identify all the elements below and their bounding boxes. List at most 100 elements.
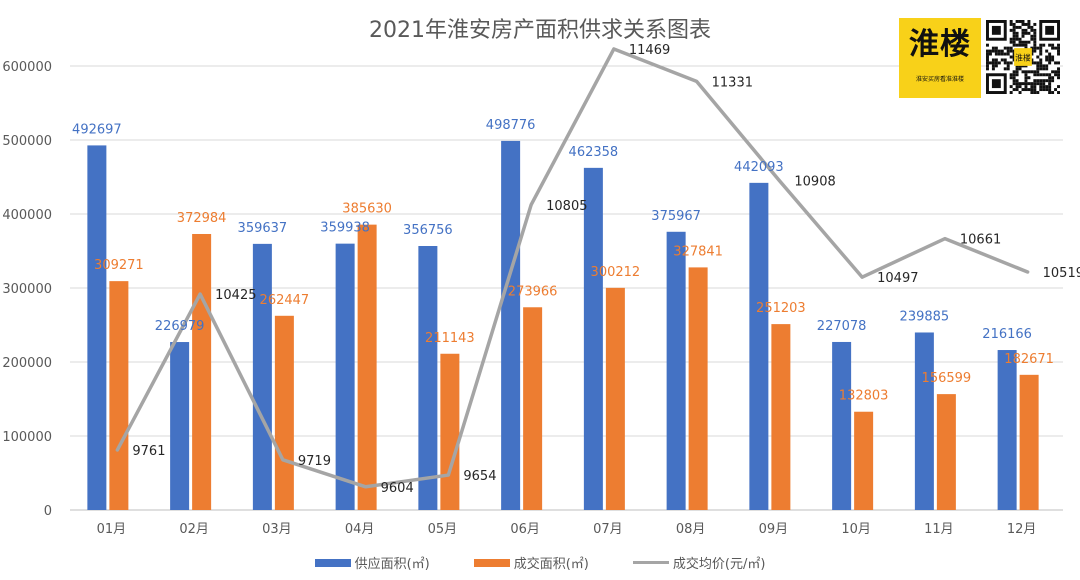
y-tick-label: 200000 <box>2 356 52 371</box>
legend-label-deal: 成交面积(㎡) <box>513 557 589 572</box>
data-label-deal: 211143 <box>425 331 475 346</box>
point-price <box>1026 270 1030 274</box>
data-label-supply: 239885 <box>900 309 950 324</box>
data-label-supply: 492697 <box>72 122 122 137</box>
data-label-deal: 327841 <box>673 244 723 259</box>
data-label-price: 9761 <box>132 444 165 459</box>
data-label-price: 10908 <box>794 175 835 190</box>
x-tick-label: 08月 <box>676 522 706 537</box>
y-tick-label: 400000 <box>2 208 52 223</box>
bar-supply <box>170 342 190 510</box>
legend-item-price: 成交均价(元/㎡) <box>632 553 766 572</box>
bar-supply <box>914 332 934 510</box>
data-label-supply: 227078 <box>817 319 867 334</box>
data-label-deal: 156599 <box>922 371 972 386</box>
bar-deal <box>771 324 791 510</box>
y-tick-label: 500000 <box>2 134 52 149</box>
x-tick-label: 09月 <box>759 522 789 537</box>
data-label-supply: 226979 <box>155 319 205 334</box>
point-price <box>281 458 285 462</box>
legend-item-supply: 供应面积(㎡) <box>314 553 430 572</box>
logo-subtext: 淮安买房看准淮楼 <box>915 76 964 83</box>
legend: 供应面积(㎡) 成交面积(㎡) 成交均价(元/㎡) <box>0 553 1080 572</box>
data-label-deal: 309271 <box>94 258 144 273</box>
data-label-supply: 356756 <box>403 223 453 238</box>
x-tick-label: 05月 <box>428 522 458 537</box>
data-label-price: 10661 <box>960 233 1001 248</box>
x-tick-label: 10月 <box>841 522 871 537</box>
bar-deal <box>357 224 377 511</box>
point-price <box>115 448 119 452</box>
bar-supply <box>997 350 1017 510</box>
bar-deal <box>688 267 708 510</box>
data-label-price: 9604 <box>381 481 414 496</box>
point-price <box>943 237 947 241</box>
point-price <box>612 47 616 51</box>
chart-title: 2021年淮安房产面积供求关系图表 <box>369 18 711 43</box>
data-label-price: 9654 <box>463 469 496 484</box>
legend-item-deal: 成交面积(㎡) <box>473 553 589 572</box>
x-tick-label: 03月 <box>262 522 292 537</box>
qr-code: 淮楼 <box>986 20 1060 94</box>
data-label-deal: 182671 <box>1004 352 1054 367</box>
legend-swatch-supply <box>314 558 351 567</box>
data-label-price: 11331 <box>712 75 753 90</box>
bar-deal <box>605 287 625 510</box>
x-tick-label: 07月 <box>593 522 623 537</box>
data-label-price: 9719 <box>298 454 331 469</box>
data-label-deal: 300212 <box>591 265 641 280</box>
bar-supply <box>335 243 355 510</box>
bar-deal <box>274 315 294 510</box>
brand-logo: 淮楼 淮安买房看准淮楼 <box>899 18 981 98</box>
point-price <box>364 485 368 489</box>
bar-deal <box>1019 374 1039 510</box>
logo-text: 淮楼 <box>909 27 971 62</box>
x-tick-label: 12月 <box>1007 522 1037 537</box>
data-label-deal: 251203 <box>756 301 806 316</box>
data-label-supply: 442093 <box>734 160 784 175</box>
bar-supply <box>418 246 438 511</box>
data-label-supply: 359637 <box>238 221 288 236</box>
legend-label-price: 成交均价(元/㎡) <box>672 557 766 572</box>
data-label-price: 10497 <box>877 271 918 286</box>
data-label-supply: 216166 <box>982 327 1032 342</box>
qr-badge: 淮楼 <box>1015 52 1031 62</box>
bar-supply <box>666 231 686 510</box>
bar-supply <box>832 341 852 510</box>
bar-supply <box>749 182 769 510</box>
data-label-supply: 359938 <box>320 221 370 236</box>
bar-deal <box>109 281 129 510</box>
price-line <box>115 47 1030 489</box>
data-labels: 492697 309271 226979 372984 359637 262447 3599… <box>72 43 1080 496</box>
data-label-price: 10519 <box>1043 266 1080 281</box>
legend-swatch-price <box>632 561 669 564</box>
bar-deal <box>523 307 543 510</box>
data-label-deal: 385630 <box>342 202 392 217</box>
data-label-deal: 262447 <box>260 293 310 308</box>
y-tick-label: 600000 <box>2 60 52 75</box>
legend-label-supply: 供应面积(㎡) <box>354 557 430 572</box>
x-tick-label: 01月 <box>97 522 127 537</box>
legend-swatch-deal <box>473 558 510 567</box>
point-price <box>446 473 450 477</box>
y-tick-label: 100000 <box>2 430 52 445</box>
series-line-price <box>115 47 1030 489</box>
bar-deal <box>440 353 460 510</box>
point-price <box>777 179 781 183</box>
bar-supply <box>87 145 107 510</box>
data-label-supply: 498776 <box>486 118 536 133</box>
x-tick-label: 02月 <box>179 522 209 537</box>
bar-supply <box>583 167 603 510</box>
point-price <box>198 292 202 296</box>
data-label-price: 11469 <box>629 43 670 58</box>
bar-supply <box>501 140 521 510</box>
bar-deal <box>936 394 956 510</box>
bar-supply <box>252 243 272 510</box>
y-tick-label: 0 <box>44 504 52 519</box>
data-label-price: 10425 <box>215 288 256 303</box>
point-price <box>860 275 864 279</box>
x-tick-label: 11月 <box>924 522 954 537</box>
data-label-deal: 273966 <box>508 284 558 299</box>
data-label-supply: 375967 <box>651 209 701 224</box>
x-axis: 01月 02月 03月 04月 05月 06月 07月 08月 09月 10月 11月 12月 <box>97 522 1037 537</box>
